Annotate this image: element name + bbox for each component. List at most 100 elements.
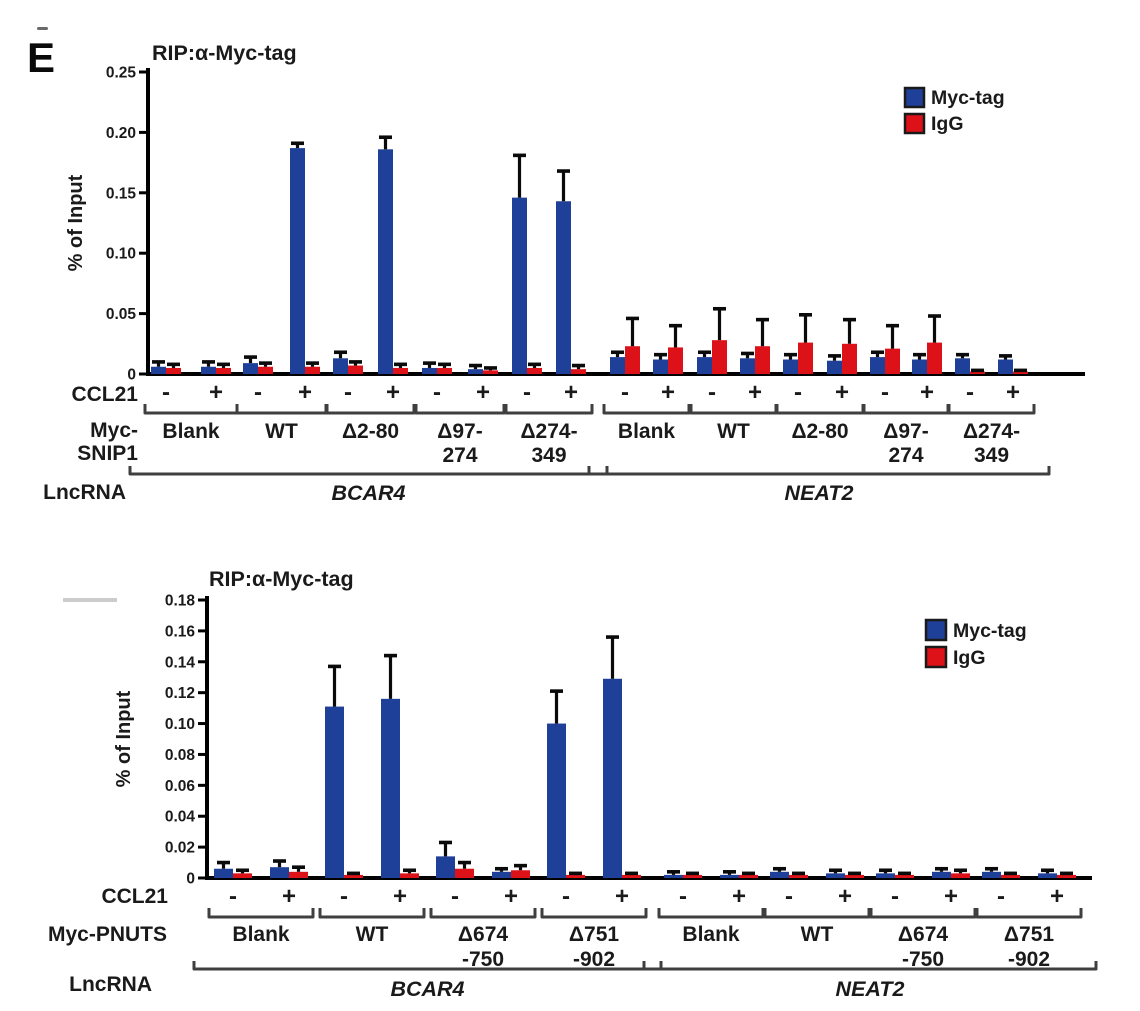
- bar-myc-tag: [610, 357, 625, 374]
- group-bracket: [862, 404, 950, 415]
- section-bracket: [192, 961, 663, 971]
- group-bracket: [869, 908, 977, 919]
- group-bracket: [235, 404, 328, 415]
- bar-igg: [712, 340, 727, 374]
- group-bracket: [504, 404, 594, 415]
- group-label: Blank: [682, 923, 740, 946]
- minus-sign: -: [785, 883, 793, 910]
- y-tick-label: 0.08: [165, 747, 196, 764]
- group-bracket: [540, 908, 648, 919]
- bar-myc-tag: [201, 366, 216, 374]
- minus-sign: -: [344, 379, 352, 406]
- bar-igg: [527, 367, 542, 374]
- plus-sign: +: [615, 883, 629, 910]
- section-bracket: [128, 466, 609, 476]
- group-label: -902: [573, 948, 615, 971]
- legend-swatch-igg: [924, 645, 948, 669]
- bar-myc-tag: [243, 363, 258, 374]
- group-label: Δ2-80: [342, 420, 399, 443]
- lncrna-label: NEAT2: [836, 977, 905, 1001]
- group-label: Δ751: [1004, 923, 1054, 946]
- plus-sign: +: [920, 379, 934, 406]
- lncrna-label: NEAT2: [785, 481, 854, 505]
- minus-sign: -: [562, 883, 570, 910]
- minus-sign: -: [229, 883, 237, 910]
- y-tick-label: 0.25: [106, 65, 137, 82]
- bar-myc-tag: [556, 201, 571, 374]
- y-tick-label: 0: [186, 871, 195, 888]
- bar-myc-tag: [333, 358, 348, 374]
- group-label: -750: [902, 948, 944, 971]
- bar-myc-tag: [740, 358, 755, 374]
- legend-swatch-myc-tag: [924, 618, 948, 642]
- minus-sign: -: [997, 883, 1005, 910]
- bar-myc-tag: [783, 359, 798, 374]
- group-bracket: [429, 908, 537, 919]
- bar-igg: [305, 366, 320, 374]
- bar-igg: [400, 873, 419, 878]
- y-tick-label: 0.02: [165, 840, 195, 857]
- chart-title: RIP:α-Myc-tag: [152, 41, 297, 65]
- bar-myc-tag: [325, 706, 344, 878]
- plus-sign: +: [209, 379, 223, 406]
- bar-myc-tag: [870, 357, 885, 374]
- legend-swatch-igg: [903, 112, 926, 135]
- plus-sign: +: [504, 883, 518, 910]
- bar-igg: [348, 365, 363, 374]
- bar-igg: [895, 874, 914, 878]
- plus-sign: +: [1050, 883, 1064, 910]
- lncrna-label: BCAR4: [390, 977, 464, 1001]
- bar-myc-tag: [1038, 873, 1057, 878]
- bar-igg: [622, 874, 641, 878]
- minus-sign: -: [433, 379, 441, 406]
- bar-myc-tag: [770, 871, 789, 878]
- bar-myc-tag: [547, 723, 566, 878]
- plus-sign: +: [661, 379, 675, 406]
- legend-label: IgG: [953, 647, 986, 669]
- plus-sign: +: [1006, 379, 1020, 406]
- legend-label: Myc-tag: [953, 620, 1027, 642]
- bar-myc-tag: [912, 359, 927, 374]
- bar-myc-tag: [982, 871, 1001, 878]
- minus-sign: -: [340, 883, 348, 910]
- bar-igg: [755, 346, 770, 374]
- bar-myc-tag: [720, 874, 739, 878]
- bar-igg: [739, 874, 758, 878]
- bar-igg: [845, 874, 864, 878]
- group-label: Blank: [618, 420, 676, 443]
- bar-myc-tag: [827, 360, 842, 374]
- plus-sign: +: [298, 379, 312, 406]
- bar-igg: [789, 874, 808, 878]
- minus-sign: -: [679, 883, 687, 910]
- row-label-construct: Myc-: [90, 419, 138, 442]
- bar-myc-tag: [436, 856, 455, 878]
- row-label-ccl21: CCL21: [71, 383, 138, 406]
- bar-igg: [166, 367, 181, 374]
- group-bracket: [602, 404, 691, 415]
- bar-igg: [842, 343, 857, 374]
- y-tick-label: 0.15: [106, 185, 137, 202]
- bar-igg: [1057, 874, 1076, 878]
- bar-myc-tag: [290, 148, 305, 374]
- group-bracket: [947, 404, 1036, 415]
- bar-myc-tag: [492, 871, 511, 878]
- group-bracket: [657, 908, 765, 919]
- plus-sign: +: [835, 379, 849, 406]
- y-tick-label: 0.10: [165, 716, 195, 733]
- minus-sign: -: [794, 379, 802, 406]
- group-label: Δ674: [458, 923, 508, 946]
- rip-pnuts-chart: RIP:α-Myc-tag 0 0.02 0.04 0.06 0.08 0.10 0.12 0.…: [48, 567, 1098, 1001]
- plus-sign: +: [476, 379, 490, 406]
- panel-label: E: [27, 34, 56, 81]
- y-axis-title: % of Input: [113, 690, 135, 787]
- bar-myc-tag: [664, 874, 683, 878]
- bar-igg: [885, 348, 900, 374]
- group-label: 349: [974, 444, 1009, 467]
- plus-sign: +: [393, 883, 407, 910]
- minus-sign: -: [881, 379, 889, 406]
- bar-myc-tag: [422, 367, 437, 374]
- bar-igg: [289, 871, 308, 878]
- bar-myc-tag: [378, 149, 393, 374]
- group-label: WT: [717, 420, 750, 443]
